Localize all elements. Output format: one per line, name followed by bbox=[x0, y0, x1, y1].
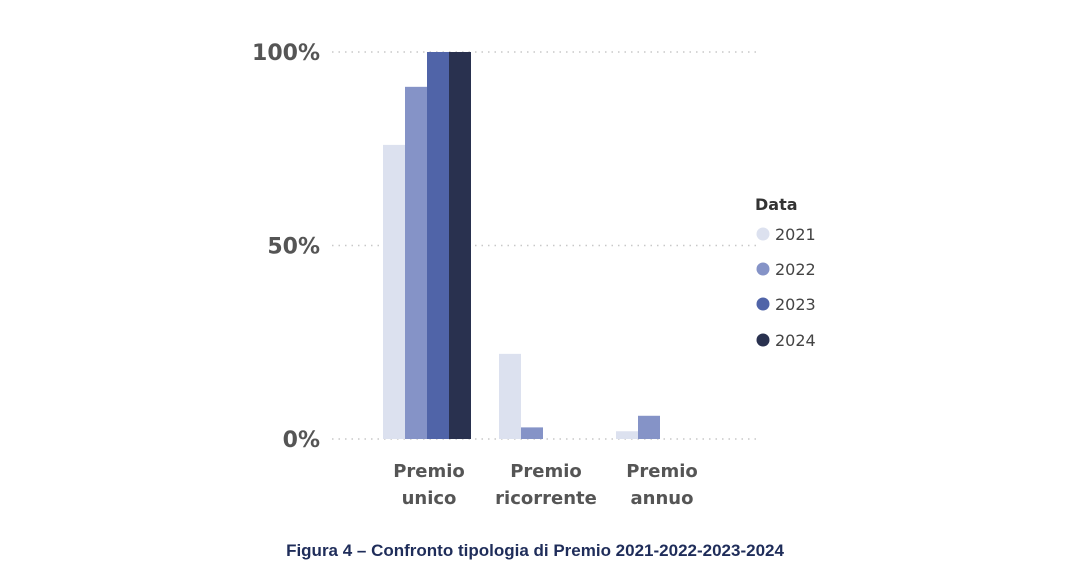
legend-swatch bbox=[756, 262, 770, 276]
bar-2022-premio-unico bbox=[405, 86, 427, 439]
y-axis-ticks: 0% 50% 100% bbox=[252, 41, 320, 453]
legend-swatch bbox=[756, 227, 770, 241]
bars bbox=[383, 52, 660, 439]
legend-label: 2022 bbox=[775, 260, 816, 279]
bar-2023-premio-unico bbox=[427, 52, 449, 439]
bar-2021-premio-ricorrente bbox=[499, 353, 521, 439]
bar-2021-premio-unico bbox=[383, 144, 405, 439]
legend: Data 2021 2022 2023 2024 bbox=[755, 195, 816, 350]
x-axis-ticks: Premio unico Premio ricorrente Premio annuo bbox=[393, 461, 698, 509]
x-tick-label: Premio ricorrente bbox=[495, 461, 597, 509]
bar-2024-premio-unico bbox=[449, 52, 471, 439]
legend-label: 2024 bbox=[775, 331, 816, 350]
y-tick-label: 0% bbox=[283, 428, 320, 453]
bar-2022-premio-annuo bbox=[638, 415, 660, 439]
legend-label: 2023 bbox=[775, 295, 816, 314]
figure-caption: Figura 4 – Confronto tipologia di Premio… bbox=[286, 541, 784, 560]
x-tick-label: Premio unico bbox=[393, 461, 465, 509]
x-tick-label: Premio annuo bbox=[626, 461, 698, 509]
bar-2022-premio-ricorrente bbox=[521, 427, 543, 439]
bar-2021-premio-annuo bbox=[616, 431, 638, 439]
legend-label: 2021 bbox=[775, 225, 816, 244]
y-tick-label: 100% bbox=[252, 41, 320, 66]
y-tick-label: 50% bbox=[267, 235, 320, 260]
legend-swatch bbox=[756, 333, 770, 347]
legend-title: Data bbox=[755, 195, 798, 214]
legend-swatch bbox=[756, 297, 770, 311]
